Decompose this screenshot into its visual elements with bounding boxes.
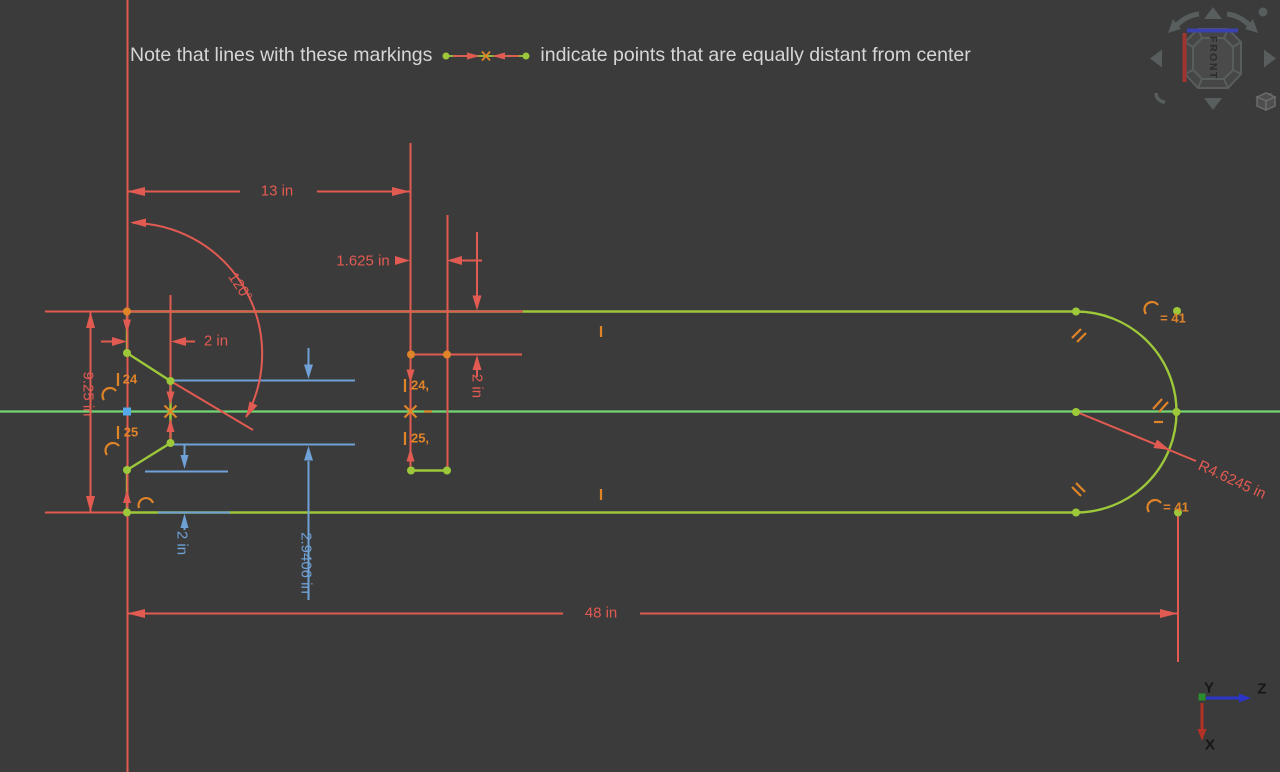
constraint-eq41-bottom-label[interactable]: = 41	[1163, 499, 1189, 515]
sketch-point[interactable]	[1072, 508, 1080, 517]
sketch-point-orange[interactable]	[123, 307, 131, 316]
sketch-point[interactable]	[123, 508, 131, 517]
x-marker-icon[interactable]	[163, 404, 178, 419]
arrow-left-icon	[127, 609, 145, 618]
arrow-right-icon	[395, 256, 410, 265]
sketch-point[interactable]	[166, 439, 175, 447]
arrow-left-icon	[171, 337, 186, 346]
arrow-right-icon	[392, 187, 410, 196]
arrow-right-icon	[112, 337, 127, 346]
sketch-point[interactable]	[1172, 408, 1181, 416]
sketch-point[interactable]	[123, 349, 131, 357]
y-axis-nub-icon	[1198, 693, 1206, 701]
dim-13in-label[interactable]: 13 in	[260, 182, 294, 200]
tangent-mark-icon	[1158, 401, 1169, 413]
arrow-up-icon	[472, 355, 482, 370]
sketch-line-diag-upper[interactable]	[126, 351, 172, 383]
arrow-left-icon	[127, 187, 145, 196]
triad-y-label: Y	[1203, 679, 1215, 697]
dim-radius-line[interactable]	[1077, 411, 1197, 462]
triad-x-label: X	[1204, 736, 1216, 754]
z-axis-tip-icon	[1239, 693, 1251, 703]
curl-icon	[101, 386, 117, 401]
red-dimensions[interactable]	[45, 0, 1197, 772]
equal-distance-marking-icon	[442, 50, 530, 61]
note-banner: Note that lines with these markings indi…	[130, 44, 971, 67]
sketch-point[interactable]	[1072, 307, 1080, 316]
orientation-triad	[1197, 693, 1251, 741]
arc-center-point[interactable]	[1072, 408, 1080, 416]
curl-icon	[1146, 498, 1162, 513]
dim-48in-label[interactable]: 48 in	[584, 604, 618, 622]
dim-120deg-arc[interactable]	[132, 222, 264, 418]
triad-z-label: Z	[1257, 680, 1267, 698]
sketch-point[interactable]	[407, 466, 415, 475]
tangent-mark-icon	[1071, 486, 1082, 497]
constraint-25-label[interactable]: 25	[123, 424, 139, 440]
constraint-markers[interactable]	[101, 300, 1169, 513]
iso-cube-icon[interactable]	[1255, 92, 1277, 112]
constraint-25-mid-label[interactable]: 25,	[410, 430, 430, 446]
sketch-points[interactable]	[123, 307, 1182, 517]
dim-2in-left-label[interactable]: 2 in	[203, 332, 229, 350]
origin-point[interactable]	[123, 407, 131, 416]
rotate-right-arrow-icon[interactable]	[1264, 49, 1276, 68]
arrow-left-icon	[447, 256, 462, 265]
x-marker-icon[interactable]	[403, 404, 418, 419]
view-cube-front-label[interactable]: FRONT	[1207, 36, 1219, 80]
sketch-point-orange[interactable]	[407, 350, 415, 359]
dim-925-label[interactable]: 9.25 in	[79, 371, 97, 417]
constraint-eq41-top-label[interactable]: = 41	[1160, 310, 1186, 326]
arrow-up-icon	[180, 513, 189, 528]
rotate-left-arrow-icon[interactable]	[1150, 49, 1162, 68]
x-axis-tip-icon	[1197, 729, 1207, 741]
arrow-down-icon	[246, 401, 258, 418]
curl-icon	[137, 496, 155, 509]
sketch-line-diag-lower[interactable]	[126, 441, 172, 472]
arrow-down-icon	[472, 295, 482, 311]
roll-cw-tip-icon	[1245, 19, 1258, 33]
roll-ccw-tip-icon	[1168, 19, 1181, 33]
view-cube[interactable]	[1150, 7, 1277, 112]
view-dot-icon[interactable]	[1258, 7, 1268, 17]
roll-ccw-arrow-icon[interactable]	[1174, 11, 1200, 28]
arrow-up-icon	[304, 446, 313, 461]
rotate-down-arrow-icon[interactable]	[1204, 98, 1222, 110]
dim-29406-label[interactable]: 2.9406 in	[297, 532, 315, 594]
constraint-24-label[interactable]: 24	[122, 371, 138, 387]
rotate-up-arrow-icon[interactable]	[1204, 7, 1222, 19]
tangent-mark-icon	[1152, 398, 1163, 410]
arrow-up-icon	[86, 311, 95, 328]
curl-icon	[1143, 300, 1159, 315]
arrow-right-icon	[1160, 609, 1178, 618]
note-text-prefix: Note that lines with these markings	[130, 44, 433, 66]
note-text-suffix: indicate points that are equally distant…	[540, 44, 971, 66]
sketch-point[interactable]	[1174, 508, 1182, 517]
tangent-mark-icon	[1071, 328, 1082, 339]
sketch-point-orange[interactable]	[443, 350, 451, 359]
angle-leg-extension[interactable]	[169, 380, 254, 431]
dim-1625-label[interactable]: 1.625 in	[336, 252, 390, 270]
dim-2in-bottom-label[interactable]: 2 in	[173, 530, 191, 556]
dim-2in-mid-label[interactable]: 2 in	[468, 373, 486, 399]
arrow-down-icon	[86, 496, 95, 513]
sketch-point[interactable]	[123, 466, 131, 474]
arrow-left-icon	[130, 218, 146, 227]
tangent-mark-icon	[1075, 482, 1086, 493]
spin-left-icon[interactable]	[1154, 92, 1166, 104]
arrow-down-icon	[304, 364, 313, 379]
sketch-point[interactable]	[166, 377, 175, 385]
roll-cw-arrow-icon[interactable]	[1226, 11, 1252, 28]
blue-dimensions[interactable]	[145, 348, 355, 600]
sketch-point[interactable]	[1173, 307, 1181, 315]
arrow-radius-icon	[1153, 439, 1170, 450]
constraint-24-mid-label[interactable]: 24,	[410, 377, 430, 393]
tangent-mark-icon	[1076, 332, 1087, 343]
sketch-point[interactable]	[443, 466, 451, 475]
curl-icon	[104, 441, 120, 456]
arrow-down-icon	[180, 455, 189, 469]
